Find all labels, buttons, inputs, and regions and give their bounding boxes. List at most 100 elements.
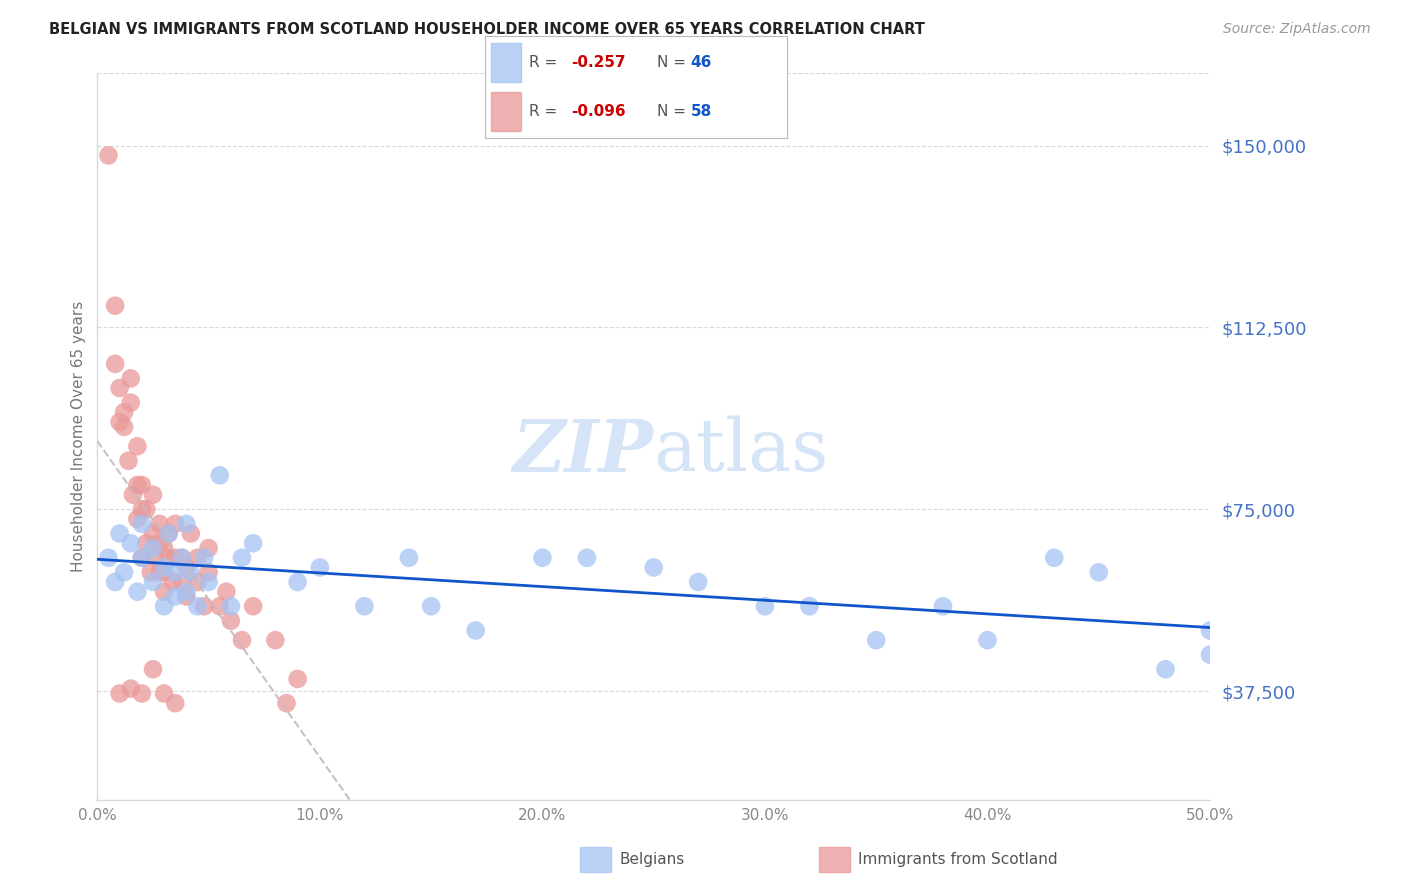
- Point: [287, 574, 309, 589]
- Point: [142, 574, 165, 589]
- Point: [180, 566, 202, 580]
- Point: [157, 526, 180, 541]
- Text: BELGIAN VS IMMIGRANTS FROM SCOTLAND HOUSEHOLDER INCOME OVER 65 YEARS CORRELATION: BELGIAN VS IMMIGRANTS FROM SCOTLAND HOUS…: [49, 22, 925, 37]
- Point: [353, 599, 375, 614]
- Point: [176, 516, 198, 531]
- Point: [180, 526, 202, 541]
- Point: [799, 599, 821, 614]
- Point: [219, 614, 242, 628]
- Point: [1154, 662, 1177, 676]
- FancyBboxPatch shape: [491, 92, 522, 131]
- Point: [165, 516, 187, 531]
- Point: [131, 550, 153, 565]
- Point: [176, 584, 198, 599]
- Text: ZIP: ZIP: [513, 416, 654, 487]
- Point: [186, 599, 208, 614]
- Point: [143, 550, 166, 565]
- Point: [153, 560, 176, 574]
- Point: [197, 566, 219, 580]
- Point: [176, 590, 198, 604]
- Point: [170, 550, 193, 565]
- Point: [208, 468, 231, 483]
- Point: [117, 454, 139, 468]
- Point: [97, 148, 120, 162]
- Point: [127, 478, 149, 492]
- Point: [176, 560, 198, 574]
- Point: [122, 488, 145, 502]
- Text: R =: R =: [529, 54, 562, 70]
- Point: [153, 584, 176, 599]
- Y-axis label: Householder Income Over 65 years: Householder Income Over 65 years: [72, 301, 86, 572]
- Text: 46: 46: [690, 54, 711, 70]
- Point: [165, 590, 187, 604]
- Point: [976, 633, 998, 648]
- Point: [420, 599, 443, 614]
- Point: [142, 526, 165, 541]
- Point: [131, 502, 153, 516]
- Point: [1087, 566, 1109, 580]
- Point: [1199, 624, 1222, 638]
- Text: Immigrants from Scotland: Immigrants from Scotland: [858, 853, 1057, 867]
- Point: [575, 550, 598, 565]
- Text: N =: N =: [658, 104, 692, 120]
- Point: [104, 299, 127, 313]
- Point: [127, 584, 149, 599]
- Point: [104, 357, 127, 371]
- Point: [112, 420, 135, 434]
- Point: [127, 439, 149, 453]
- Point: [242, 599, 264, 614]
- Point: [186, 574, 208, 589]
- Point: [170, 550, 193, 565]
- Text: -0.257: -0.257: [571, 54, 626, 70]
- Text: Belgians: Belgians: [619, 853, 685, 867]
- Point: [287, 672, 309, 686]
- Point: [165, 550, 187, 565]
- Point: [309, 560, 332, 574]
- Point: [108, 686, 131, 700]
- Point: [112, 566, 135, 580]
- Point: [142, 541, 165, 555]
- Point: [276, 696, 298, 710]
- Point: [153, 541, 176, 555]
- Point: [186, 550, 208, 565]
- Text: -0.096: -0.096: [571, 104, 626, 120]
- Point: [120, 371, 142, 385]
- Point: [153, 686, 176, 700]
- Point: [131, 686, 153, 700]
- Point: [131, 478, 153, 492]
- Point: [932, 599, 955, 614]
- Point: [112, 405, 135, 419]
- Point: [215, 584, 238, 599]
- Point: [165, 696, 187, 710]
- Point: [193, 599, 215, 614]
- Text: 58: 58: [690, 104, 711, 120]
- Point: [231, 633, 253, 648]
- Point: [231, 550, 253, 565]
- Point: [398, 550, 420, 565]
- Point: [120, 681, 142, 696]
- Point: [208, 599, 231, 614]
- Point: [197, 574, 219, 589]
- Point: [754, 599, 776, 614]
- Point: [135, 502, 157, 516]
- Point: [643, 560, 665, 574]
- Point: [120, 395, 142, 409]
- Point: [1199, 648, 1222, 662]
- Point: [193, 550, 215, 565]
- Point: [108, 381, 131, 395]
- Text: R =: R =: [529, 104, 562, 120]
- Point: [131, 550, 153, 565]
- Point: [157, 526, 180, 541]
- Point: [153, 599, 176, 614]
- Point: [264, 633, 287, 648]
- Point: [219, 599, 242, 614]
- Text: N =: N =: [658, 54, 692, 70]
- Point: [197, 541, 219, 555]
- Point: [139, 566, 162, 580]
- Point: [127, 512, 149, 526]
- Point: [162, 574, 184, 589]
- Point: [149, 516, 172, 531]
- Text: atlas: atlas: [654, 416, 830, 486]
- Point: [104, 574, 127, 589]
- Point: [865, 633, 887, 648]
